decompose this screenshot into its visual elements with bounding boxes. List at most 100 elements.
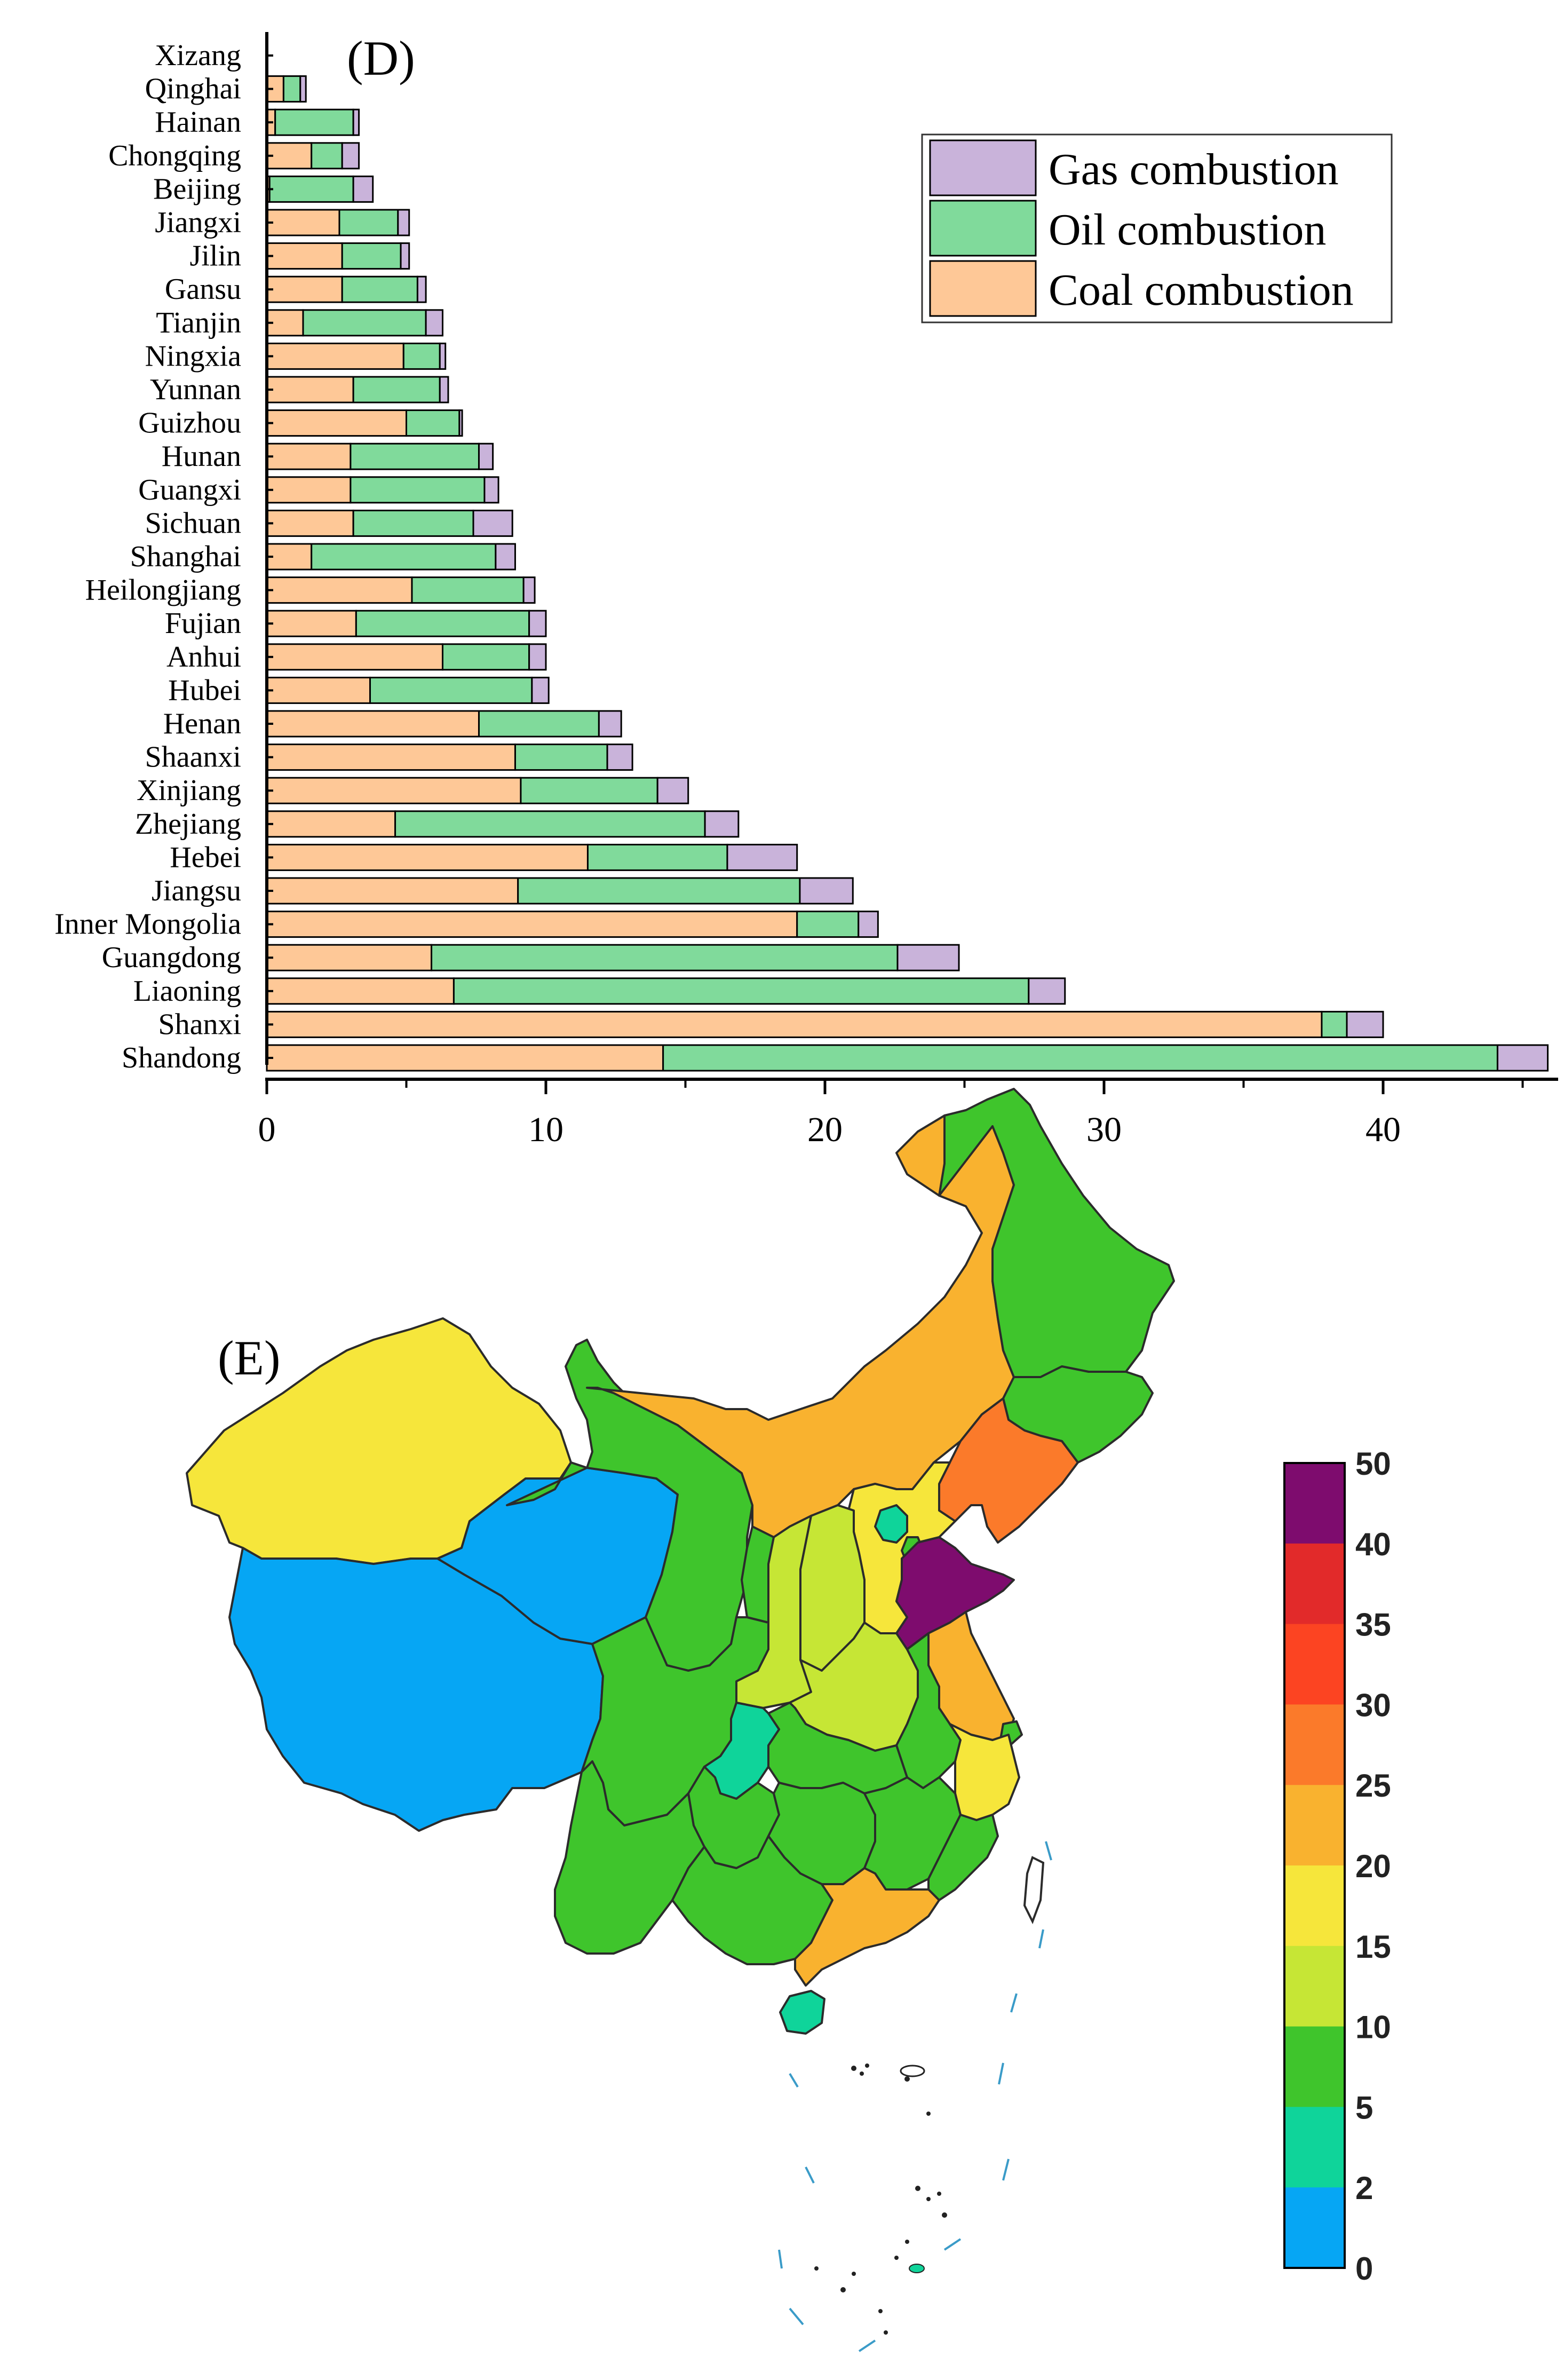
region-zhejiang — [949, 1723, 1020, 1821]
bar-jiangsu-gas-combustion — [799, 877, 854, 905]
category-label-sichuan: Sichuan — [145, 507, 241, 540]
bar-guangdong-gas-combustion — [896, 944, 960, 971]
bar-jilin-oil-combustion — [341, 242, 402, 270]
bar-sichuan-oil-combustion — [352, 509, 474, 537]
bar-tianjin-gas-combustion — [425, 309, 443, 337]
region-xizang — [228, 1547, 604, 1832]
colorbar-segment-20-25 — [1284, 1785, 1345, 1866]
bar-tianjin-oil-combustion — [302, 309, 427, 337]
bar-ningxia-gas-combustion — [439, 342, 447, 370]
x-tick-label-40: 40 — [1365, 1110, 1401, 1149]
x-tick-label-0: 0 — [258, 1110, 276, 1149]
bars — [266, 75, 1549, 1072]
region-hainan — [779, 1990, 825, 2035]
bar-shandong-oil-combustion — [662, 1044, 1498, 1072]
bar-yunnan-coal-combustion — [266, 376, 354, 404]
category-label-shaanxi: Shaanxi — [145, 741, 241, 774]
bar-fujian-oil-combustion — [355, 610, 530, 637]
category-label-hunan: Hunan — [162, 440, 241, 473]
island-filled — [909, 2264, 925, 2273]
colorbar-segment-10-15 — [1284, 1946, 1345, 2027]
colorbar-label-50: 50 — [1355, 1446, 1391, 1482]
panel-d-bar-chart: (D) ShandongShanxiLiaoningGuangdongInner… — [54, 31, 1558, 1149]
legend-swatch-gas — [929, 139, 1037, 196]
bar-heilongjiang-gas-combustion — [522, 576, 536, 604]
category-label-jiangsu: Jiangsu — [152, 874, 241, 907]
bar-sichuan-gas-combustion — [472, 509, 513, 537]
bar-shanghai-oil-combustion — [311, 543, 497, 571]
bar-hebei-coal-combustion — [266, 843, 589, 871]
colorbar-segment-25-30 — [1284, 1704, 1345, 1785]
bar-zhejiang-gas-combustion — [704, 810, 740, 838]
bar-guizhou-coal-combustion — [266, 409, 407, 437]
category-label-liaoning: Liaoning — [133, 975, 241, 1008]
bar-guangdong-oil-combustion — [431, 944, 899, 971]
bar-beijing-oil-combustion — [268, 175, 354, 203]
bar-jilin-coal-combustion — [266, 242, 343, 270]
panel-e-map: (E) — [186, 1088, 1391, 2352]
category-label-xizang: Xizang — [155, 39, 241, 72]
bar-guizhou-gas-combustion — [458, 409, 463, 437]
bar-inner-mongolia-coal-combustion — [266, 911, 798, 938]
category-label-fujian: Fujian — [165, 607, 241, 640]
bar-zhejiang-coal-combustion — [266, 810, 396, 838]
bar-shanxi-gas-combustion — [1346, 1010, 1384, 1038]
region-fujian — [927, 1814, 999, 1901]
bar-liaoning-oil-combustion — [452, 977, 1030, 1005]
colorbar-segment-2-5 — [1284, 2107, 1345, 2188]
bar-shaanxi-gas-combustion — [606, 744, 633, 771]
bar-shanxi-oil-combustion — [1321, 1010, 1348, 1038]
bar-henan-coal-combustion — [266, 710, 480, 738]
legend-swatch-coal — [929, 260, 1037, 317]
bar-heilongjiang-coal-combustion — [266, 576, 413, 604]
bar-henan-gas-combustion — [598, 710, 622, 738]
bar-hebei-gas-combustion — [726, 843, 798, 871]
x-axis-ticks: 0 10 20 30 40 — [258, 1079, 1524, 1149]
bar-fujian-coal-combustion — [266, 610, 357, 637]
bar-gansu-coal-combustion — [266, 275, 343, 303]
bar-shandong-coal-combustion — [266, 1044, 664, 1072]
colorbar-label-15: 15 — [1355, 1929, 1391, 1965]
bar-qinghai-oil-combustion — [282, 75, 301, 103]
bar-shanghai-gas-combustion — [495, 543, 516, 571]
bar-jiangxi-coal-combustion — [266, 209, 340, 236]
colorbar — [1284, 1463, 1345, 2268]
category-label-shanxi: Shanxi — [158, 1008, 241, 1041]
bar-gansu-oil-combustion — [341, 275, 418, 303]
colorbar-frame — [1283, 1462, 1346, 2269]
bar-beijing-gas-combustion — [352, 175, 374, 203]
category-label-xinjiang: Xinjiang — [137, 774, 241, 807]
category-label-hainan: Hainan — [155, 106, 241, 139]
bar-hubei-oil-combustion — [369, 676, 533, 704]
bar-hunan-gas-combustion — [478, 442, 494, 470]
bar-hainan-gas-combustion — [352, 108, 360, 136]
bar-xinjiang-oil-combustion — [520, 777, 658, 804]
colorbar-label-20: 20 — [1355, 1848, 1391, 1884]
bar-anhui-oil-combustion — [441, 643, 530, 671]
island-dots — [814, 2063, 947, 2335]
colorbar-label-30: 30 — [1355, 1687, 1391, 1723]
bar-hainan-oil-combustion — [274, 108, 354, 136]
bar-fujian-gas-combustion — [528, 610, 547, 637]
colorbar-segment-0-2 — [1284, 2187, 1345, 2268]
bar-zhejiang-oil-combustion — [394, 810, 706, 838]
legend-swatch-oil — [929, 200, 1037, 257]
category-label-inner-mongolia: Inner Mongolia — [54, 908, 241, 941]
panel-d-label: (D) — [347, 31, 415, 85]
colorbar-segment-40-50 — [1284, 1463, 1345, 1544]
category-label-shandong: Shandong — [122, 1041, 241, 1074]
bar-shaanxi-coal-combustion — [266, 744, 516, 771]
category-label-yunnan: Yunnan — [150, 373, 241, 406]
bar-yunnan-gas-combustion — [439, 376, 449, 404]
bar-hunan-coal-combustion — [266, 442, 352, 470]
china-map — [186, 1088, 1175, 2352]
bar-shaanxi-oil-combustion — [514, 744, 608, 771]
bar-shanxi-coal-combustion — [266, 1010, 1323, 1038]
colorbar-label-2: 2 — [1355, 2170, 1373, 2206]
bar-hebei-oil-combustion — [586, 843, 728, 871]
panel-e-label: (E) — [218, 1331, 280, 1385]
category-label-tianjin: Tianjin — [156, 306, 241, 339]
